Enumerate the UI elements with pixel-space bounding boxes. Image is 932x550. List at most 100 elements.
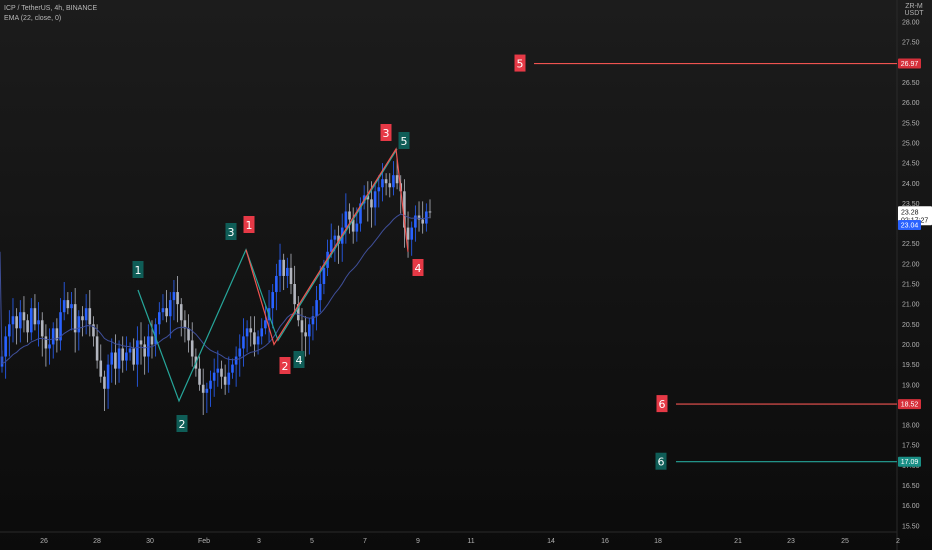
wave-label-box xyxy=(398,132,410,149)
candle-body xyxy=(205,388,209,393)
x-tick-label: 3 xyxy=(257,538,261,545)
candle-body xyxy=(271,292,275,309)
wave-label-box xyxy=(243,216,255,233)
y-tick-label: 21.50 xyxy=(902,282,920,289)
candle-body xyxy=(136,340,139,365)
wave-label-red-2: 2 xyxy=(279,357,291,374)
y-tick-label: 19.00 xyxy=(902,382,920,389)
candle-body xyxy=(59,312,62,341)
ema-price-box xyxy=(898,219,921,230)
wave-label-teal-4: 4 xyxy=(293,351,305,368)
candle-body xyxy=(322,267,326,284)
wave-label-teal-1: 1 xyxy=(132,261,144,278)
x-tick-label: 16 xyxy=(601,538,609,545)
symbol-legend[interactable]: ICP / TetherUS, 4h, BINANCE xyxy=(4,5,98,12)
price-tag-box xyxy=(898,399,921,410)
candle-body xyxy=(373,191,377,208)
candle-body xyxy=(70,304,73,309)
candle-body xyxy=(307,324,311,337)
candle-body xyxy=(377,187,381,192)
wave-label-box xyxy=(656,395,668,413)
candle-body xyxy=(227,372,231,385)
y-tick-label: 22.00 xyxy=(902,261,920,268)
candle-body xyxy=(253,332,256,345)
ema-price-text: 23.04 xyxy=(901,222,919,229)
wave-label-box xyxy=(293,351,305,368)
x-tick-label: 21 xyxy=(734,538,742,545)
candle-body xyxy=(99,360,103,377)
candle-body xyxy=(234,356,238,365)
wave-label-red-3: 3 xyxy=(380,124,392,141)
price-tag-box xyxy=(898,456,921,467)
wave-label-text: 4 xyxy=(296,354,303,367)
wave-label-teal-3: 3 xyxy=(225,223,237,240)
candle-body xyxy=(264,320,267,329)
y-tick-label: 16.50 xyxy=(902,483,920,490)
candle-body xyxy=(37,320,40,325)
x-tick-label: 23 xyxy=(787,538,795,545)
wave-line-red xyxy=(245,147,409,346)
wave-label-box xyxy=(380,124,392,141)
candle-body xyxy=(103,376,106,389)
candle-body xyxy=(179,304,183,321)
x-tick-label: 18 xyxy=(654,538,662,545)
candle-body xyxy=(333,235,337,240)
current-price-text: 23.28 xyxy=(901,209,919,216)
candle-body xyxy=(392,175,395,188)
candle-body xyxy=(77,316,81,333)
wave-label-box xyxy=(176,415,188,432)
y-tick-label: 23.50 xyxy=(902,201,920,208)
candle-body xyxy=(421,219,424,224)
candle-body xyxy=(139,340,143,345)
candle-body xyxy=(201,384,205,393)
candle-body xyxy=(403,191,406,228)
candle-body xyxy=(329,239,333,252)
target-level-label: 6 xyxy=(655,452,667,470)
candle-body xyxy=(249,328,253,333)
candle-body xyxy=(168,300,172,317)
y-tick-label: 19.50 xyxy=(902,362,920,369)
y-tick-label: 21.00 xyxy=(902,302,920,309)
candle-body xyxy=(117,348,121,369)
candle-body xyxy=(187,328,190,341)
candle-body xyxy=(381,179,384,188)
y-tick-label: 28.00 xyxy=(902,20,920,27)
candle-body xyxy=(278,259,282,276)
indicator-legend[interactable]: EMA (22, close, 0) xyxy=(4,15,62,22)
candle-body xyxy=(62,300,66,313)
y-tick-label: 24.00 xyxy=(902,181,920,188)
ema-price-tag: 23.04 xyxy=(898,219,921,230)
candle-body xyxy=(304,332,307,337)
wave-label-text: 4 xyxy=(415,262,422,275)
candle-body xyxy=(172,292,176,301)
wave-line-teal xyxy=(137,148,398,403)
candle-body xyxy=(22,312,26,321)
candle-body xyxy=(4,336,7,357)
candle-body xyxy=(286,267,289,276)
y-tick-label: 22.50 xyxy=(902,241,920,248)
wave-label-text: 2 xyxy=(282,360,289,373)
candle-body xyxy=(293,284,296,305)
wave-label-red-4: 4 xyxy=(412,259,424,276)
candle-body xyxy=(11,316,15,325)
candle-body xyxy=(370,199,373,208)
y-tick-label: 25.50 xyxy=(902,120,920,127)
candle-body xyxy=(414,215,417,228)
candle-body xyxy=(190,340,194,357)
x-tick-label: 7 xyxy=(363,538,367,545)
candle-body xyxy=(44,336,48,349)
wave-label-text: 1 xyxy=(135,264,142,277)
candle-body xyxy=(88,308,92,325)
candle-body xyxy=(51,328,55,345)
wave-label-text: 6 xyxy=(658,456,665,469)
candle-body xyxy=(81,316,84,321)
candle-body xyxy=(315,300,318,317)
candle-body xyxy=(297,304,300,321)
wave-label-text: 5 xyxy=(401,135,408,148)
candle-body xyxy=(348,211,351,220)
x-tick-label: 28 xyxy=(93,538,101,545)
candle-body xyxy=(318,284,322,301)
candle-body xyxy=(125,352,128,361)
